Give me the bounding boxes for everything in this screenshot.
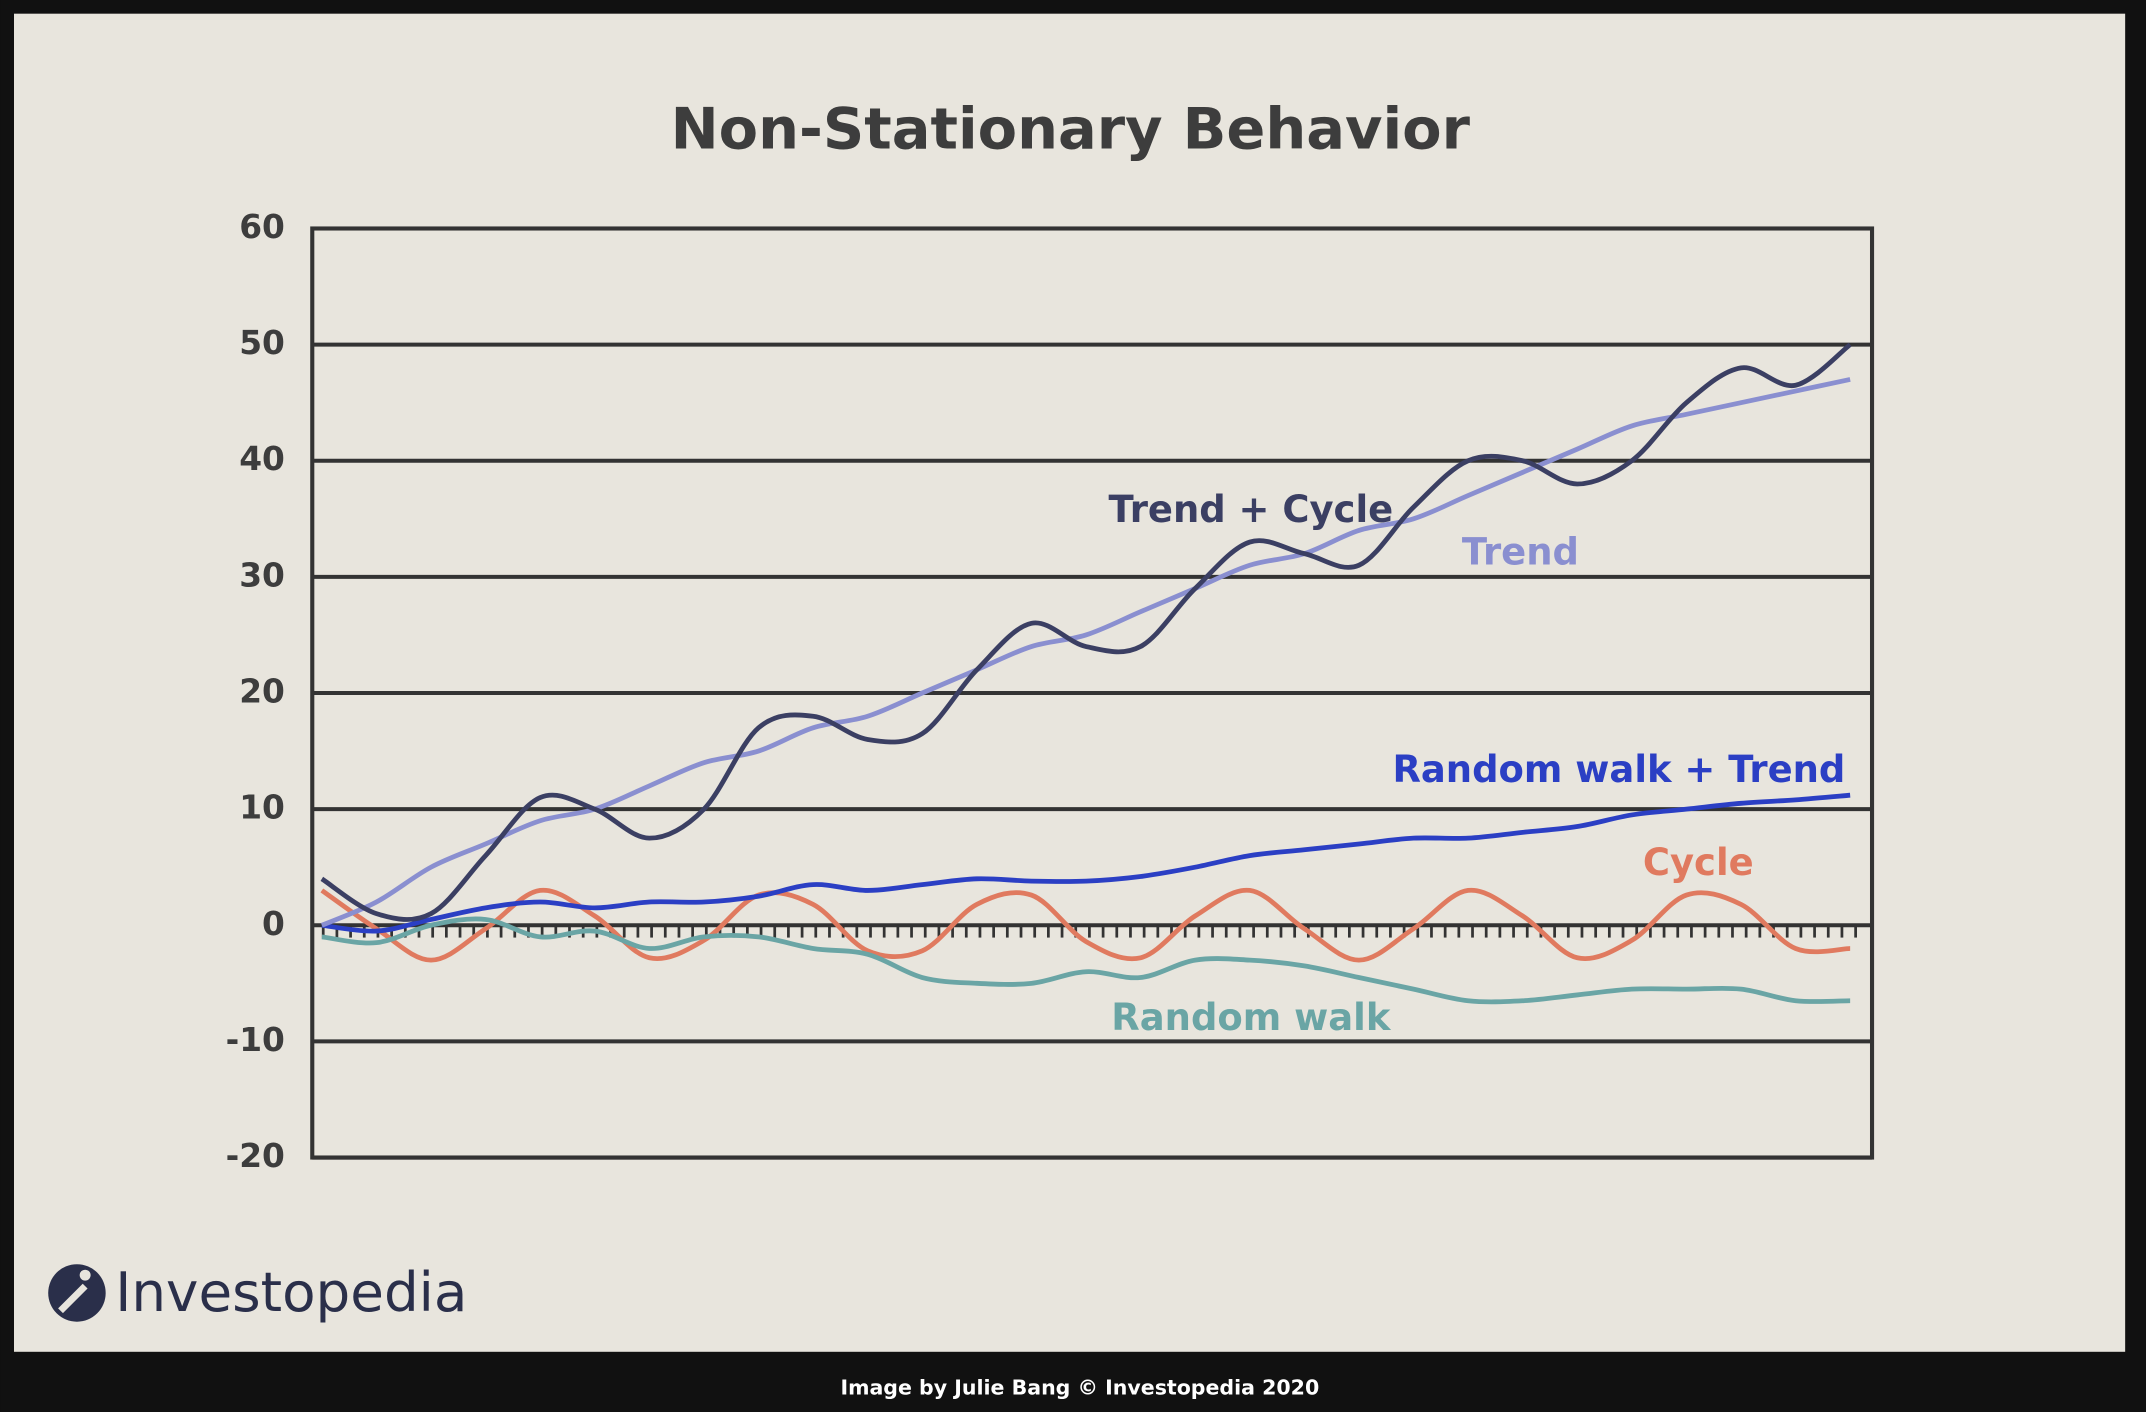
series-label: Random walk + Trend [1392, 748, 1845, 791]
caption: Image by Julie Bang © Investopedia 2020 [840, 1376, 1319, 1400]
series-line [321, 792, 1851, 934]
y-tick-label: 40 [239, 440, 285, 478]
y-tick-label: 30 [239, 556, 285, 594]
y-tick-label: -20 [226, 1137, 285, 1175]
y-tick-label: 60 [239, 208, 285, 246]
y-tick-label: 50 [239, 324, 285, 362]
logo-text: Investopedia [115, 1260, 467, 1324]
series-line [321, 916, 1851, 1005]
series-line [320, 887, 1851, 963]
logo: Investopedia [48, 1260, 467, 1324]
logo-icon-dot [79, 1269, 91, 1281]
logo-icon-mark [58, 1283, 88, 1314]
series-line [320, 377, 1851, 928]
series-line [320, 342, 1852, 922]
y-tick-label: 10 [239, 789, 285, 827]
chart-title: Non-Stationary Behavior [671, 95, 1471, 162]
series-label: Random walk [1111, 996, 1392, 1039]
series-label: Trend + Cycle [1109, 488, 1394, 531]
plot-frame [310, 226, 1875, 1160]
y-tick-label: 20 [239, 673, 285, 711]
y-tick-label: -10 [226, 1021, 285, 1059]
series-label: Trend [1462, 531, 1579, 574]
series-label: Cycle [1643, 841, 1754, 884]
chart-panel [14, 13, 2126, 1352]
y-tick-label: 0 [262, 905, 285, 943]
